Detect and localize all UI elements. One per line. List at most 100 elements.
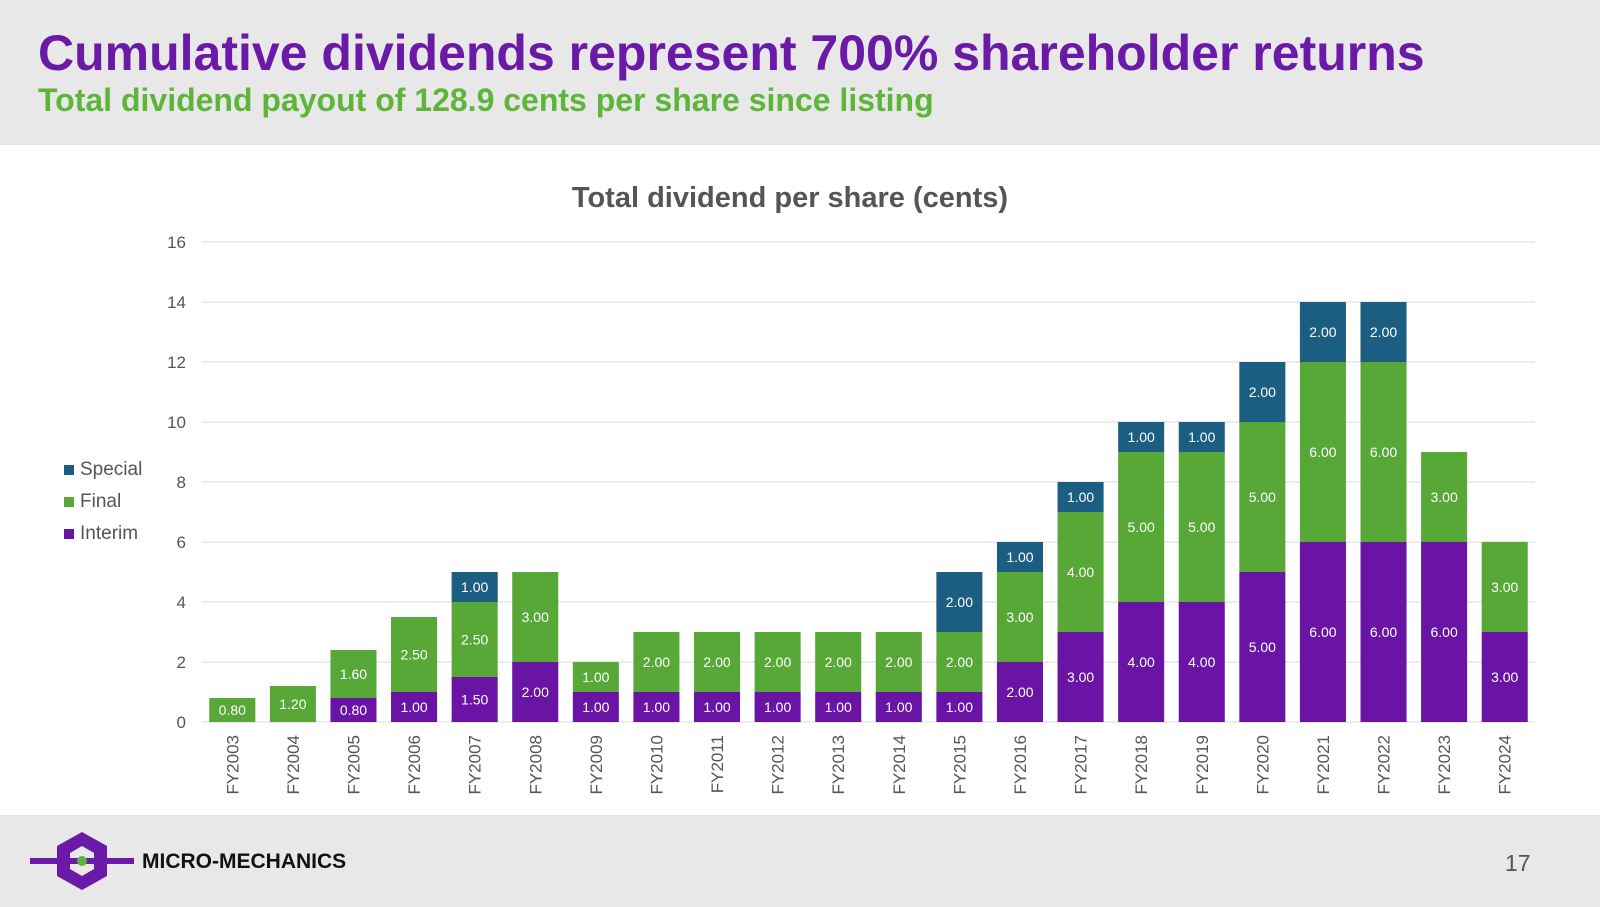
legend-label-special: Special	[80, 459, 142, 480]
data-label: 1.00	[1006, 549, 1033, 565]
data-label: 1.00	[400, 699, 427, 715]
bar-special	[1239, 362, 1286, 422]
data-label: 1.00	[764, 699, 791, 715]
data-label: 3.00	[1430, 489, 1457, 505]
y-tick-label: 10	[167, 413, 186, 432]
bar-special	[1299, 302, 1346, 362]
data-label: 4.00	[1128, 654, 1155, 670]
bar-interim	[936, 692, 983, 722]
bar-final	[1481, 542, 1528, 632]
data-label: 1.00	[1067, 489, 1094, 505]
x-tick-label: FY2008	[526, 735, 545, 795]
data-label: 2.00	[946, 594, 973, 610]
data-label: 2.00	[764, 654, 791, 670]
x-tick-label: FY2022	[1375, 735, 1394, 795]
y-tick-label: 0	[177, 713, 186, 732]
x-tick-label: FY2007	[466, 735, 485, 795]
x-tick-label: FY2020	[1253, 735, 1272, 795]
company-logo-icon	[30, 832, 134, 890]
data-label: 2.00	[1249, 384, 1276, 400]
data-label: 3.00	[1491, 579, 1518, 595]
bar-special	[1118, 422, 1165, 452]
data-label: 2.00	[946, 654, 973, 670]
x-tick-label: FY2006	[405, 735, 424, 795]
x-tick-label: FY2015	[950, 735, 969, 795]
data-label: 2.00	[703, 654, 730, 670]
x-tick-label: FY2021	[1314, 735, 1333, 795]
y-axis-ticks: 0 2 4 6 8 10 12 14 16	[167, 233, 186, 732]
legend-swatch-interim	[64, 529, 74, 539]
data-label: 5.00	[1188, 519, 1215, 535]
bar-interim	[1481, 632, 1528, 722]
x-tick-label: FY2004	[284, 735, 303, 795]
bar-final	[996, 572, 1044, 662]
bar-interim	[330, 698, 377, 722]
data-label: 4.00	[1067, 564, 1094, 580]
bar-interim	[1360, 542, 1407, 722]
data-label: 3.00	[1491, 669, 1518, 685]
data-label: 1.50	[461, 692, 488, 708]
x-tick-label: FY2024	[1496, 735, 1515, 795]
x-tick-label: FY2014	[890, 735, 909, 795]
bar-special	[1178, 422, 1225, 452]
bar-final	[512, 572, 559, 662]
data-label: 4.00	[1188, 654, 1215, 670]
data-label: 0.80	[340, 702, 367, 718]
bar-interim	[391, 692, 438, 722]
bar-interim	[875, 692, 922, 722]
data-label: 2.00	[1006, 684, 1033, 700]
y-tick-label: 2	[177, 653, 186, 672]
data-label: 1.00	[461, 579, 488, 595]
data-label: 6.00	[1370, 624, 1397, 640]
bar-final	[269, 686, 316, 722]
page-title: Cumulative dividends represent 700% shar…	[38, 25, 1425, 81]
bar-interim	[451, 677, 498, 722]
y-tick-label: 8	[177, 473, 186, 492]
y-tick-label: 14	[167, 293, 186, 312]
bar-interim	[1118, 602, 1165, 722]
data-label: 1.00	[946, 699, 973, 715]
data-label: 2.00	[1309, 324, 1336, 340]
x-tick-label: FY2013	[829, 735, 848, 795]
page-subtitle: Total dividend payout of 128.9 cents per…	[38, 82, 934, 118]
data-label: 5.00	[1128, 519, 1155, 535]
footer-band	[0, 815, 1600, 907]
bar-interim	[1299, 542, 1346, 722]
bar-final	[633, 632, 680, 692]
data-label: 5.00	[1249, 489, 1276, 505]
y-tick-label: 12	[167, 353, 186, 372]
bar-final	[936, 632, 983, 692]
legend: Special Final Interim	[64, 459, 142, 544]
data-labels: 0.80 1.20 0.80 1.60 1.00 2.50 1.50 2.50 1.00 2.00…	[219, 324, 1519, 718]
bar-interim	[1057, 632, 1104, 722]
bar-special	[1057, 482, 1104, 512]
bar-special	[936, 572, 983, 632]
data-label: 2.00	[825, 654, 852, 670]
legend-swatch-final	[64, 497, 74, 507]
bar-final	[391, 617, 438, 692]
x-tick-label: FY2016	[1011, 735, 1030, 795]
x-tick-label: FY2009	[587, 735, 606, 795]
dividend-chart: Total dividend per share (cents) 0 2 4 6 8 10…	[64, 182, 1535, 795]
data-label: 1.00	[1188, 429, 1215, 445]
legend-swatch-special	[64, 465, 74, 475]
company-name: MICRO-MECHANICS	[142, 850, 347, 873]
data-label: 6.00	[1309, 444, 1336, 460]
data-label: 2.00	[522, 684, 549, 700]
bar-interim	[754, 692, 801, 722]
data-label: 1.00	[582, 669, 609, 685]
data-label: 1.60	[340, 666, 367, 682]
data-label: 2.50	[400, 647, 427, 663]
bar-final	[1118, 452, 1165, 602]
bar-final	[451, 602, 498, 677]
bar-final	[1360, 362, 1407, 542]
bar-interim	[1239, 572, 1286, 722]
bar-interim	[1178, 602, 1225, 722]
data-label: 6.00	[1370, 444, 1397, 460]
bar-final	[1299, 362, 1346, 542]
data-label: 3.00	[522, 609, 549, 625]
data-label: 2.00	[885, 654, 912, 670]
bar-interim	[572, 692, 619, 722]
bar-final	[1421, 452, 1468, 542]
data-label: 1.00	[703, 699, 730, 715]
